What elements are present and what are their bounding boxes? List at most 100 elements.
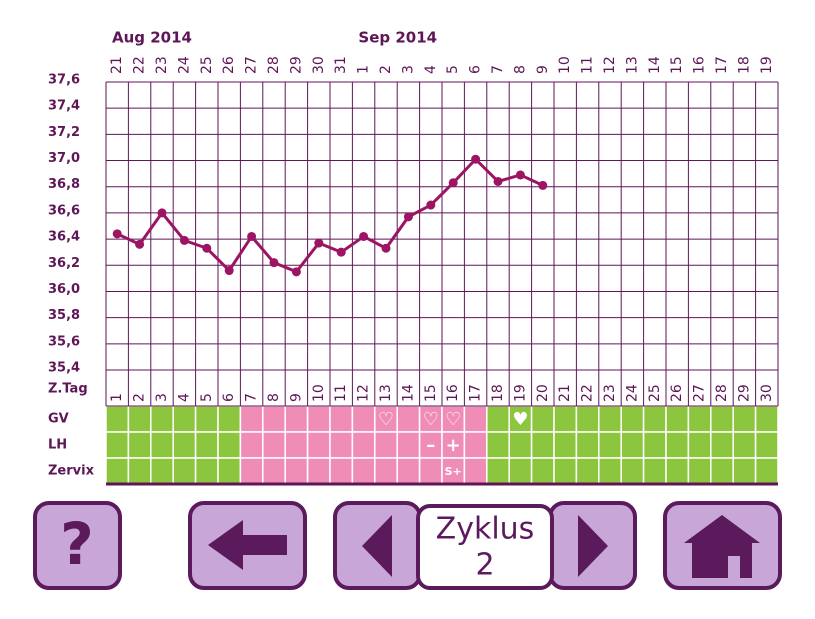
cycle-day: 9 bbox=[288, 393, 304, 402]
date-label: 26 bbox=[221, 56, 237, 74]
date-label: 3 bbox=[400, 65, 416, 74]
day-cell bbox=[396, 405, 421, 433]
date-label: 27 bbox=[244, 56, 260, 74]
home-button[interactable] bbox=[663, 501, 782, 590]
day-cell bbox=[575, 405, 600, 433]
row-entry: ♡ bbox=[445, 409, 461, 430]
day-cell bbox=[351, 431, 376, 459]
day-cell bbox=[329, 405, 354, 433]
day-cell bbox=[329, 431, 354, 459]
help-label[interactable]: ? bbox=[60, 510, 94, 578]
day-cell bbox=[284, 431, 309, 459]
back-button[interactable] bbox=[188, 501, 307, 590]
day-cell bbox=[396, 431, 421, 459]
row-entry: S+ bbox=[445, 465, 462, 478]
cycle-day: 21 bbox=[557, 384, 573, 402]
day-cell bbox=[463, 457, 488, 485]
cycle-day: 10 bbox=[311, 384, 327, 402]
day-cell bbox=[620, 405, 645, 433]
temperature-point bbox=[493, 176, 503, 186]
day-cell bbox=[687, 431, 712, 459]
prev-button[interactable] bbox=[333, 501, 422, 590]
day-cell bbox=[172, 457, 197, 485]
cycle-day: 4 bbox=[176, 393, 192, 402]
row-entry: ♥ bbox=[512, 409, 528, 430]
day-cell bbox=[575, 457, 600, 485]
day-cell bbox=[553, 431, 578, 459]
date-label: 12 bbox=[602, 56, 618, 74]
day-cell bbox=[620, 431, 645, 459]
day-cell bbox=[486, 457, 510, 485]
cycle-day: 22 bbox=[580, 384, 596, 402]
date-label: 22 bbox=[132, 56, 148, 74]
day-cell bbox=[217, 457, 242, 485]
cycle-box: Zyklus 2 bbox=[416, 504, 554, 590]
day-cell bbox=[172, 431, 197, 459]
cycle-day: 25 bbox=[647, 384, 663, 402]
day-cell bbox=[508, 431, 533, 459]
day-cell bbox=[642, 431, 667, 459]
date-label: 16 bbox=[692, 56, 708, 74]
cycle-day: 12 bbox=[356, 384, 372, 402]
y-tick-label: 36,0 bbox=[48, 282, 80, 297]
date-label: 23 bbox=[154, 56, 170, 74]
day-cell bbox=[351, 405, 376, 433]
day-cell bbox=[575, 431, 600, 459]
y-tick-label: 36,6 bbox=[48, 203, 80, 218]
cycle-day: 3 bbox=[154, 393, 170, 402]
row-label: GV bbox=[48, 412, 69, 427]
date-label: 4 bbox=[423, 65, 439, 74]
day-cell bbox=[754, 405, 779, 433]
day-cell bbox=[105, 457, 130, 485]
cycle-day: 16 bbox=[445, 384, 461, 402]
cycle-day: 5 bbox=[199, 393, 215, 402]
cycle-day: 30 bbox=[759, 384, 775, 402]
y-tick-label: 36,4 bbox=[48, 230, 80, 245]
temperature-point bbox=[381, 243, 391, 253]
y-tick-label: 37,6 bbox=[48, 73, 80, 88]
row-label: LH bbox=[48, 438, 67, 453]
day-cell bbox=[374, 457, 398, 485]
temperature-point bbox=[269, 258, 279, 268]
date-label: 21 bbox=[109, 56, 125, 74]
day-cell bbox=[530, 457, 555, 485]
day-cell bbox=[710, 431, 734, 459]
day-cell bbox=[754, 431, 779, 459]
day-cell bbox=[127, 431, 152, 459]
date-label: 13 bbox=[624, 56, 640, 74]
day-cell bbox=[665, 431, 690, 459]
cycle-day: 26 bbox=[669, 384, 685, 402]
prev-arrow[interactable] bbox=[362, 515, 392, 577]
date-label: 8 bbox=[512, 65, 528, 74]
date-label: 31 bbox=[333, 56, 349, 74]
row-entry: ♡ bbox=[423, 409, 439, 430]
day-cell bbox=[732, 457, 757, 485]
row-label: Zervix bbox=[48, 464, 95, 479]
month-label: Aug 2014 bbox=[112, 29, 192, 47]
temperature-point bbox=[515, 170, 525, 180]
button-bg[interactable] bbox=[33, 501, 122, 590]
cycle-day: 14 bbox=[400, 384, 416, 402]
day-cell bbox=[553, 405, 578, 433]
day-cell bbox=[239, 405, 264, 433]
cycle-bg bbox=[416, 504, 554, 590]
temperature-point bbox=[538, 180, 548, 190]
back-arrow[interactable] bbox=[208, 520, 287, 570]
next-arrow[interactable] bbox=[578, 515, 608, 577]
next-button[interactable] bbox=[548, 501, 637, 590]
cycle-day: 8 bbox=[266, 393, 282, 402]
cycle-day: 2 bbox=[132, 393, 148, 402]
cycle-day: 6 bbox=[221, 393, 237, 402]
home-icon[interactable] bbox=[684, 515, 760, 578]
day-cell bbox=[194, 457, 219, 485]
help-button[interactable]: ? bbox=[33, 501, 122, 590]
day-cell bbox=[486, 405, 510, 433]
date-label: 2 bbox=[378, 65, 394, 74]
y-tick-label: 37,4 bbox=[48, 99, 80, 114]
day-cell bbox=[598, 431, 622, 459]
cycle-day-title: Z.Tag bbox=[48, 382, 88, 397]
date-label: 30 bbox=[311, 56, 327, 74]
day-cell bbox=[665, 457, 690, 485]
